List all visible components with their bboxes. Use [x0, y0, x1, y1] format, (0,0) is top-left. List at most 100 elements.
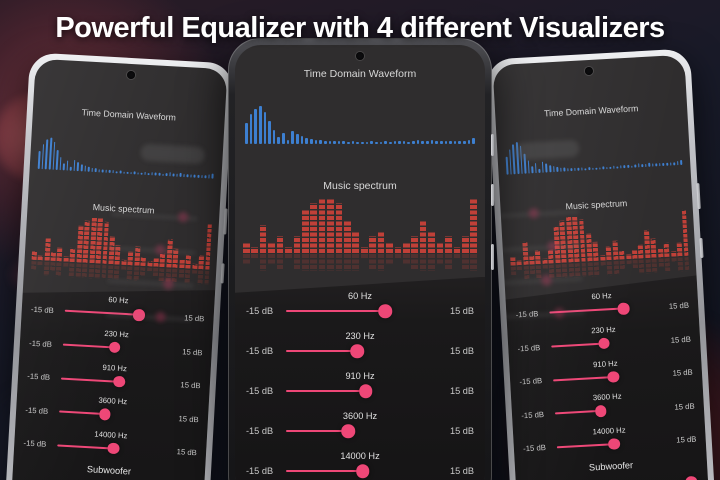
spectrum-column: [509, 255, 516, 266]
band-slider[interactable]: [555, 401, 662, 419]
band-slider-thumb[interactable]: [99, 408, 111, 420]
spectrum-bars: [235, 197, 485, 253]
max-db-label: 15 dB: [182, 346, 203, 357]
subwoofer-slider[interactable]: [528, 476, 697, 480]
band-frequency-label: 230 Hz: [345, 330, 375, 341]
waveform-bar: [370, 141, 373, 145]
spectrum-column: [677, 256, 684, 271]
waveform-bar: [623, 165, 626, 168]
band-slider-thumb[interactable]: [107, 442, 119, 454]
waveform-bar: [627, 165, 629, 168]
waveform-bar: [616, 166, 619, 169]
band-slider-thumb[interactable]: [608, 438, 620, 450]
band-slider-thumb[interactable]: [113, 375, 125, 387]
waveform-bar: [538, 169, 541, 173]
waveform-bar: [655, 163, 658, 166]
waveform-bar: [258, 106, 262, 145]
waveform-bar: [648, 162, 651, 167]
spectrum-column: [344, 219, 351, 253]
spectrum-column: [113, 265, 120, 284]
spectrum-column: [276, 236, 284, 253]
spectrum-column: [56, 261, 62, 277]
waveform-bar: [609, 166, 612, 169]
waveform-title: Time Domain Waveform: [303, 68, 417, 81]
volume-up-button: [491, 134, 494, 156]
min-db-label: -15 dB: [521, 409, 545, 421]
waveform-bar: [512, 144, 516, 174]
waveform-bar: [388, 141, 392, 145]
spectrum-column: [133, 266, 140, 285]
band-slider-thumb[interactable]: [133, 309, 145, 321]
min-db-label: -15 dB: [522, 443, 547, 454]
band-slider[interactable]: [62, 338, 169, 356]
spectrum-column: [510, 266, 516, 276]
band-slider-thumb[interactable]: [356, 464, 370, 479]
spectrum-column: [108, 236, 115, 265]
spectrum-column: [587, 261, 595, 282]
band-slider[interactable]: [549, 301, 656, 319]
band-slider-thumb[interactable]: [341, 424, 355, 439]
band-slider[interactable]: [61, 372, 168, 390]
spectrum-column: [411, 236, 419, 253]
waveform-bar: [84, 165, 86, 172]
waveform-bar: [552, 166, 555, 172]
eq-band: 60 Hz -15 dB 15 dB: [235, 285, 485, 325]
spectrum-column: [411, 253, 419, 271]
band-slider-thumb[interactable]: [359, 384, 373, 399]
spectrum-column: [293, 253, 301, 271]
band-slider[interactable]: [286, 384, 434, 399]
min-db-label: -15 dB: [246, 306, 274, 317]
band-slider-fill: [286, 430, 349, 433]
waveform-bar: [337, 141, 341, 145]
waveform-bar: [62, 163, 65, 170]
band-slider-thumb[interactable]: [350, 344, 364, 359]
waveform-bar: [435, 140, 438, 145]
max-db-label: 15 dB: [449, 306, 474, 317]
power-button: [699, 237, 704, 259]
waveform-bar: [515, 141, 520, 174]
min-db-label: -15 dB: [25, 405, 49, 416]
music-spectrum-visualizer: [235, 197, 485, 271]
spectrum-column: [619, 249, 625, 260]
waveform-bar: [328, 141, 332, 145]
waveform-bar: [272, 129, 276, 145]
max-db-label: 15 dB: [449, 346, 474, 357]
min-db-label: -15 dB: [246, 466, 274, 477]
spectrum-column: [394, 247, 402, 253]
band-slider-thumb[interactable]: [608, 371, 620, 383]
spectrum-column: [134, 246, 141, 266]
phone-screen: Time Domain Waveform Music spectrum 60 Hz -…: [8, 58, 228, 480]
band-slider[interactable]: [556, 435, 663, 453]
spectrum-column: [681, 209, 689, 256]
band-slider-thumb[interactable]: [618, 303, 630, 315]
band-slider-thumb[interactable]: [595, 405, 607, 417]
spectrum-column: [676, 242, 683, 257]
max-db-label: 15 dB: [668, 300, 690, 311]
waveform-bar: [55, 149, 59, 170]
band-slider[interactable]: [551, 334, 658, 352]
waveform-bar: [412, 141, 415, 145]
spectrum-column: [285, 247, 292, 253]
band-slider[interactable]: [286, 424, 434, 439]
max-db-label: 15 dB: [674, 401, 695, 412]
band-slider-thumb[interactable]: [598, 338, 610, 350]
subwoofer-slider-thumb[interactable]: [685, 476, 697, 480]
spectrum-column: [114, 245, 121, 265]
band-slider[interactable]: [286, 304, 434, 319]
band-slider-thumb[interactable]: [109, 342, 121, 354]
band-slider[interactable]: [57, 439, 164, 457]
band-slider[interactable]: [553, 368, 660, 386]
waveform-bar: [549, 164, 552, 172]
waveform-bar: [105, 169, 108, 173]
band-slider-thumb[interactable]: [378, 304, 392, 319]
band-slider[interactable]: [286, 464, 434, 479]
spectrum-column: [63, 256, 69, 262]
waveform-bar: [115, 170, 118, 173]
band-slider[interactable]: [59, 405, 166, 423]
spectrum-column: [92, 264, 101, 286]
max-db-label: 15 dB: [670, 334, 692, 345]
band-slider[interactable]: [64, 305, 171, 323]
spectrum-column: [243, 241, 250, 253]
waveform-bar: [453, 140, 457, 145]
band-slider[interactable]: [286, 344, 434, 359]
